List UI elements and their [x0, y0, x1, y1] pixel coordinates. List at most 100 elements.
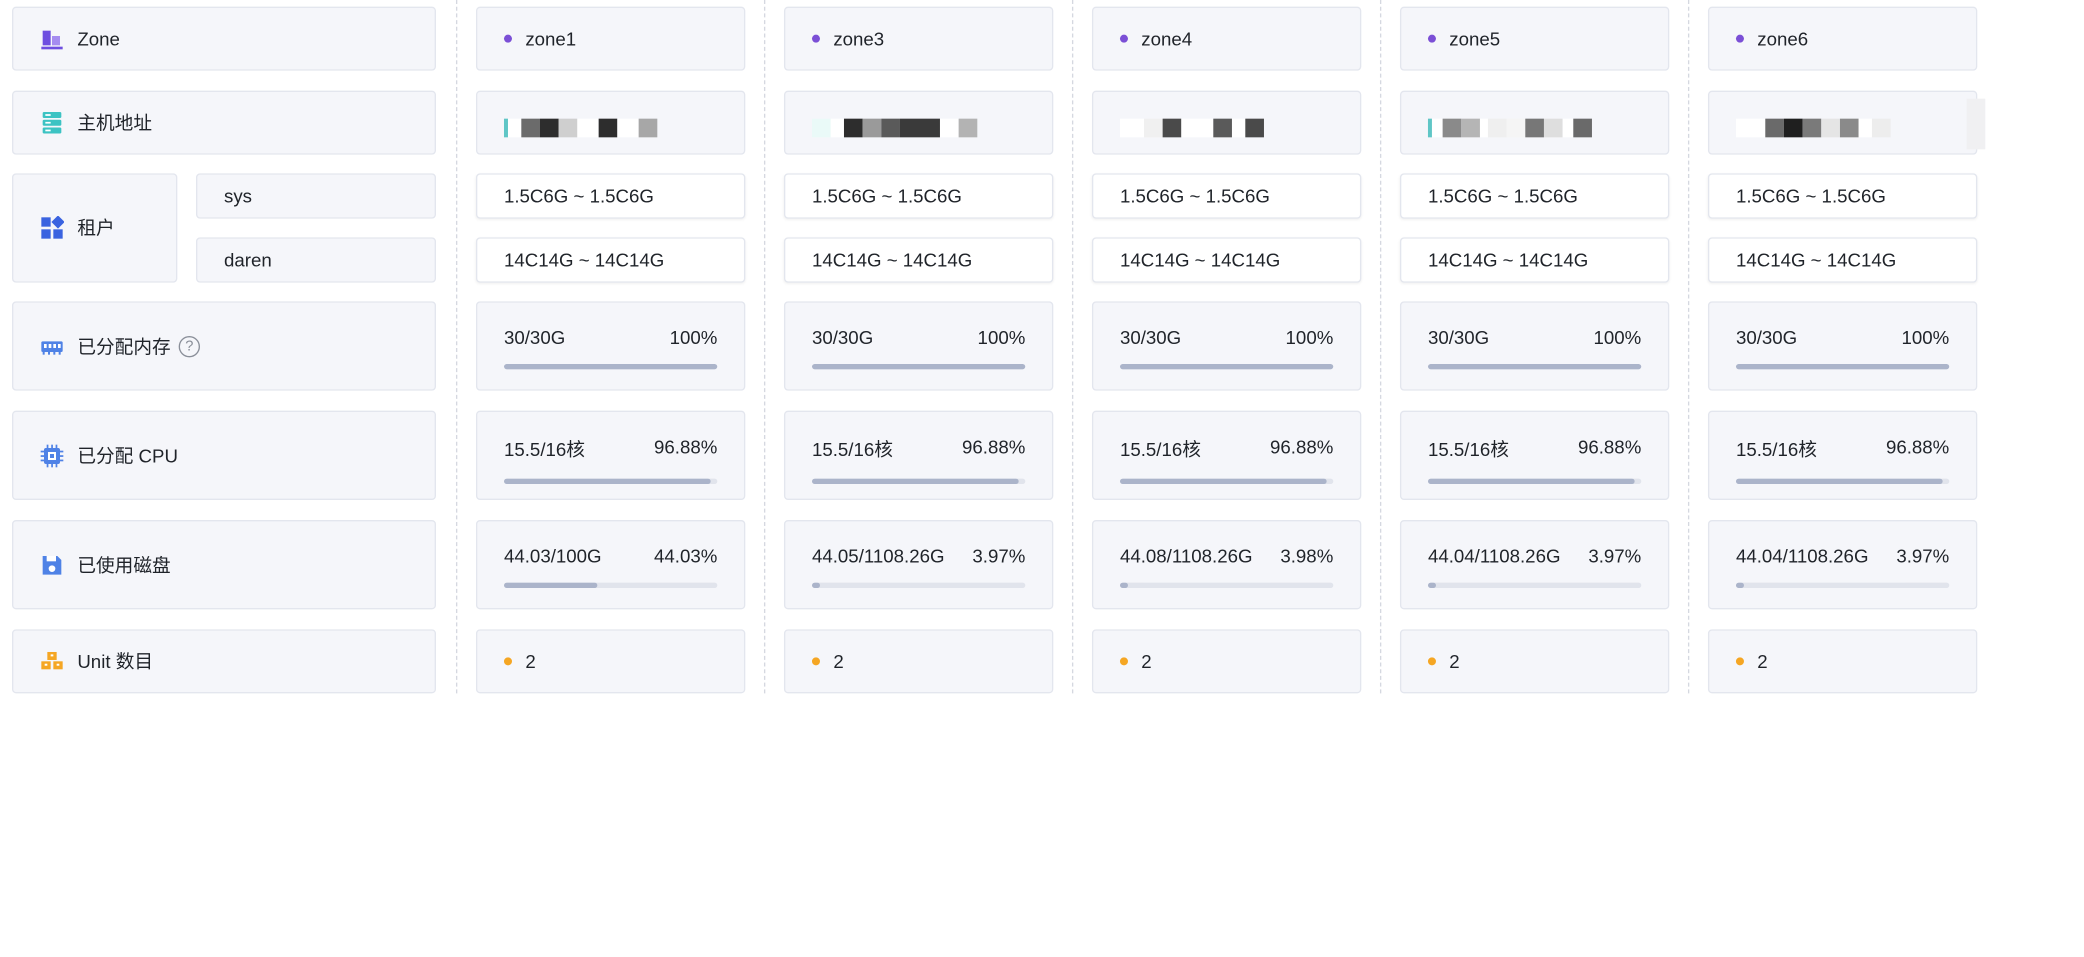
metric-value: 44.04/1108.26G — [1427, 545, 1561, 567]
resource-text: 1.5C6G ~ 1.5C6G — [1427, 185, 1578, 207]
row-label-text: 租户 — [77, 217, 115, 239]
resource-text: 1.5C6G ~ 1.5C6G — [811, 185, 962, 207]
row-label-host: 主机地址 — [11, 90, 436, 155]
unit-dot — [503, 657, 512, 666]
metric-percent: 96.88% — [1269, 435, 1334, 458]
progress-fill — [1735, 582, 1745, 588]
disk-metric: 44.08/1108.26G 3.98% — [1091, 519, 1362, 610]
apps-icon — [40, 215, 64, 240]
progress-bar — [503, 363, 718, 370]
progress-bar — [1119, 582, 1334, 588]
progress-fill — [503, 582, 598, 588]
progress-fill — [1119, 363, 1334, 370]
metric-value: 44.05/1108.26G — [811, 545, 945, 567]
chip-icon — [40, 443, 64, 467]
host-address-masked — [1399, 90, 1670, 155]
memory-metric: 30/30G 100% — [1707, 301, 1978, 391]
progress-bar — [1427, 582, 1642, 588]
zone-dot — [811, 34, 820, 43]
progress-fill — [811, 478, 1019, 484]
tenant-daren-label: daren — [195, 237, 436, 283]
tenant-sys-label: sys — [195, 173, 436, 219]
unit-dot — [1119, 657, 1128, 666]
memory-metric: 30/30G 100% — [1399, 301, 1670, 391]
boxes-icon — [40, 649, 64, 673]
unit-count: 2 — [783, 629, 1054, 694]
resource-text: 14C14G ~ 14C14G — [1119, 249, 1281, 271]
resource-text: 14C14G ~ 14C14G — [1427, 249, 1589, 271]
zone-name: zone6 — [1757, 27, 1809, 50]
host-mask-edge — [1966, 98, 1986, 150]
column-divider — [455, 0, 458, 694]
metric-value: 44.08/1108.26G — [1119, 545, 1253, 567]
unit-count: 2 — [475, 629, 746, 694]
help-icon[interactable]: ? — [178, 335, 200, 357]
progress-bar — [1427, 478, 1642, 484]
zone-name: zone3 — [833, 27, 885, 50]
resource-text: 14C14G ~ 14C14G — [1735, 249, 1897, 271]
disk-metric: 44.03/100G 44.03% — [475, 519, 746, 610]
tenant-sys-resource: 1.5C6G ~ 1.5C6G — [1399, 173, 1670, 219]
unit-count-value: 2 — [1449, 650, 1460, 672]
progress-bar — [1735, 363, 1950, 370]
progress-bar — [1119, 478, 1334, 484]
unit-count-value: 2 — [833, 650, 844, 672]
bar-chart-icon — [40, 27, 64, 51]
tenant-daren-resource: 14C14G ~ 14C14G — [1707, 237, 1978, 283]
memory-metric: 30/30G 100% — [475, 301, 746, 391]
zone-header: zone5 — [1399, 6, 1670, 71]
metric-percent: 3.97% — [1588, 545, 1642, 567]
disk-metric: 44.04/1108.26G 3.97% — [1707, 519, 1978, 610]
progress-bar — [1735, 582, 1950, 588]
progress-bar — [811, 363, 1026, 370]
progress-bar — [811, 582, 1026, 588]
metric-percent: 96.88% — [1885, 435, 1950, 458]
zone-header: zone3 — [783, 6, 1054, 71]
zone-header: zone1 — [475, 6, 746, 71]
unit-dot — [811, 657, 820, 666]
tenant-sys-resource: 1.5C6G ~ 1.5C6G — [783, 173, 1054, 219]
column-divider — [1379, 0, 1382, 694]
progress-fill — [811, 363, 1026, 370]
zone-dot — [503, 34, 512, 43]
metric-percent: 3.97% — [972, 545, 1026, 567]
metric-value: 30/30G — [1735, 326, 1798, 348]
cpu-metric: 15.5/16核 96.88% — [475, 410, 746, 500]
cpu-metric: 15.5/16核 96.88% — [1399, 410, 1670, 500]
metric-percent: 3.98% — [1280, 545, 1334, 567]
row-label-text: 主机地址 — [77, 111, 152, 134]
resource-text: 14C14G ~ 14C14G — [503, 249, 665, 271]
memory-metric: 30/30G 100% — [1091, 301, 1362, 391]
disk-metric: 44.05/1108.26G 3.97% — [783, 519, 1054, 610]
progress-bar — [503, 478, 718, 484]
row-label-memory: 已分配内存 ? — [11, 301, 436, 391]
unit-count-value: 2 — [525, 650, 536, 672]
tenant-daren-resource: 14C14G ~ 14C14G — [475, 237, 746, 283]
metric-value: 30/30G — [1119, 326, 1182, 348]
metric-value: 15.5/16核 — [1119, 438, 1201, 460]
metric-percent: 96.88% — [1577, 435, 1642, 458]
metric-percent: 96.88% — [961, 435, 1026, 458]
tenant-name: sys — [223, 185, 252, 207]
zone-header: zone4 — [1091, 6, 1362, 71]
progress-bar — [811, 478, 1026, 484]
disk-icon — [40, 553, 64, 577]
tenant-daren-resource: 14C14G ~ 14C14G — [1399, 237, 1670, 283]
zone-dot — [1735, 34, 1744, 43]
row-label-text: Unit 数目 — [77, 650, 154, 672]
tenant-daren-resource: 14C14G ~ 14C14G — [783, 237, 1054, 283]
metric-value: 15.5/16核 — [811, 438, 893, 460]
progress-fill — [1735, 363, 1950, 370]
unit-count-value: 2 — [1757, 650, 1768, 672]
row-label-cpu: 已分配 CPU — [11, 410, 436, 500]
tenant-sys-resource: 1.5C6G ~ 1.5C6G — [475, 173, 746, 219]
progress-fill — [1427, 363, 1642, 370]
cpu-metric: 15.5/16核 96.88% — [1091, 410, 1362, 500]
resource-text: 1.5C6G ~ 1.5C6G — [1119, 185, 1270, 207]
row-label-unit: Unit 数目 — [11, 629, 436, 694]
metric-percent: 100% — [1901, 326, 1950, 348]
row-label-disk: 已使用磁盘 — [11, 519, 436, 610]
tenant-sys-resource: 1.5C6G ~ 1.5C6G — [1091, 173, 1362, 219]
memory-metric: 30/30G 100% — [783, 301, 1054, 391]
zone-dot — [1427, 34, 1436, 43]
